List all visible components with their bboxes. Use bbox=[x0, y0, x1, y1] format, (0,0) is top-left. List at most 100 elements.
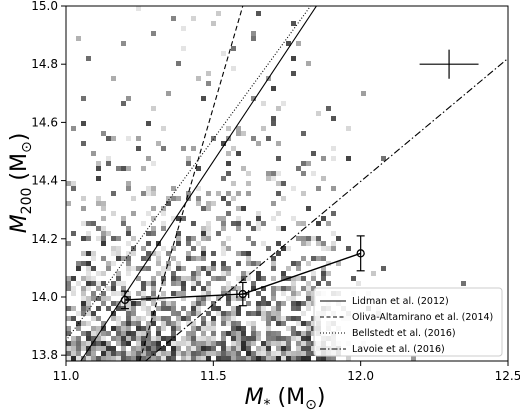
density-cell bbox=[316, 256, 321, 261]
density-cell bbox=[126, 181, 131, 186]
relation-lines bbox=[66, 6, 508, 361]
density-cell bbox=[296, 346, 301, 351]
density-cell bbox=[171, 301, 176, 306]
density-cell bbox=[291, 261, 296, 266]
density-cell bbox=[241, 341, 246, 346]
density-cell bbox=[111, 246, 116, 251]
density-cell bbox=[196, 276, 201, 281]
density-cell bbox=[296, 306, 301, 311]
relation-line-2 bbox=[66, 6, 312, 341]
density-cell bbox=[206, 236, 211, 241]
density-cell bbox=[76, 346, 81, 351]
density-cell bbox=[296, 336, 301, 341]
density-cell bbox=[101, 326, 106, 331]
density-cell bbox=[201, 331, 206, 336]
density-cell bbox=[221, 336, 226, 341]
density-cell bbox=[256, 271, 261, 276]
density-cell bbox=[236, 276, 241, 281]
density-cell bbox=[251, 321, 256, 326]
density-cell bbox=[326, 246, 331, 251]
density-cell bbox=[86, 341, 91, 346]
density-cell bbox=[306, 281, 311, 286]
density-cell bbox=[211, 276, 216, 281]
density-cell bbox=[331, 146, 336, 151]
x-tick-label: 12.5 bbox=[495, 369, 520, 383]
density-cell bbox=[141, 351, 146, 356]
binned-point bbox=[356, 249, 365, 258]
density-cell bbox=[226, 351, 231, 356]
density-cell bbox=[136, 146, 141, 151]
density-cell bbox=[201, 206, 206, 211]
density-cell bbox=[311, 256, 316, 261]
density-cell bbox=[136, 356, 141, 361]
density-cell bbox=[146, 336, 151, 341]
density-cell bbox=[221, 246, 226, 251]
density-cell bbox=[286, 266, 291, 271]
density-cell bbox=[171, 331, 176, 336]
density-cell bbox=[246, 276, 251, 281]
density-cell bbox=[121, 286, 126, 291]
density-cell bbox=[171, 281, 176, 286]
density-cell bbox=[271, 116, 276, 121]
density-cell bbox=[196, 306, 201, 311]
density-cell bbox=[206, 311, 211, 316]
density-cell bbox=[106, 351, 111, 356]
density-cell bbox=[66, 351, 71, 356]
density-cell bbox=[281, 336, 286, 341]
density-cell bbox=[161, 226, 166, 231]
density-cell bbox=[271, 276, 276, 281]
density-cell bbox=[286, 246, 291, 251]
density-cell bbox=[156, 256, 161, 261]
density-cell bbox=[156, 351, 161, 356]
density-cell bbox=[176, 316, 181, 321]
density-cell bbox=[151, 316, 156, 321]
density-cell bbox=[131, 301, 136, 306]
density-cell bbox=[161, 146, 166, 151]
density-cell bbox=[186, 316, 191, 321]
density-cell bbox=[266, 326, 271, 331]
density-cell bbox=[306, 236, 311, 241]
density-cell bbox=[166, 261, 171, 266]
density-cell bbox=[106, 346, 111, 351]
density-cell bbox=[281, 301, 286, 306]
density-cell bbox=[306, 341, 311, 346]
density-cell bbox=[271, 331, 276, 336]
density-cell bbox=[126, 166, 131, 171]
density-cell bbox=[261, 101, 266, 106]
density-cell bbox=[306, 291, 311, 296]
density-cell bbox=[71, 341, 76, 346]
density-cell bbox=[246, 341, 251, 346]
density-cell bbox=[226, 331, 231, 336]
density-cell bbox=[76, 341, 81, 346]
density-cell bbox=[131, 196, 136, 201]
density-cell bbox=[171, 351, 176, 356]
density-cell bbox=[151, 161, 156, 166]
density-cell bbox=[226, 301, 231, 306]
density-cell bbox=[221, 321, 226, 326]
density-cell bbox=[126, 316, 131, 321]
density-cell bbox=[256, 351, 261, 356]
density-cell bbox=[261, 296, 266, 301]
density-cell bbox=[151, 301, 156, 306]
density-cell bbox=[121, 341, 126, 346]
density-cell bbox=[311, 351, 316, 356]
density-cell bbox=[301, 331, 306, 336]
density-cell bbox=[141, 331, 146, 336]
density-cell bbox=[281, 286, 286, 291]
density-cell bbox=[286, 326, 291, 331]
density-cell bbox=[291, 281, 296, 286]
density-cell bbox=[286, 286, 291, 291]
density-cell bbox=[221, 346, 226, 351]
density-cell bbox=[91, 331, 96, 336]
density-cell bbox=[106, 136, 111, 141]
density-cell bbox=[261, 346, 266, 351]
density-cell bbox=[86, 281, 91, 286]
density-cell bbox=[106, 266, 111, 271]
density-cell bbox=[216, 191, 221, 196]
density-cell bbox=[96, 346, 101, 351]
density-cell bbox=[91, 256, 96, 261]
density-cell bbox=[161, 281, 166, 286]
density-cell bbox=[226, 281, 231, 286]
density-cell bbox=[201, 286, 206, 291]
typical-error-cross bbox=[419, 49, 479, 79]
